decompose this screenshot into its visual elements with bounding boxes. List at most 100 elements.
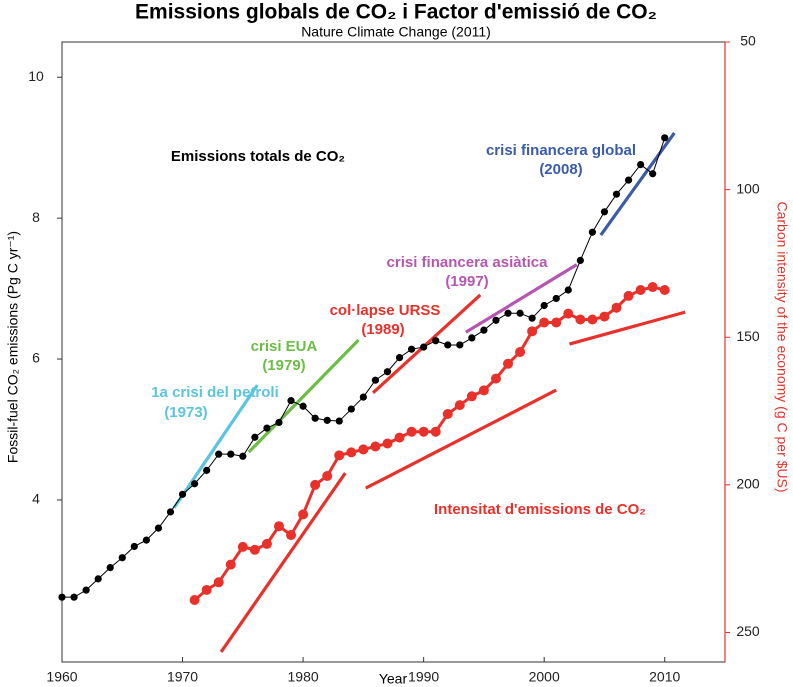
x-tick-label: 1990 xyxy=(408,669,439,685)
x-tick-label: 1970 xyxy=(167,669,198,685)
data-point xyxy=(322,471,333,481)
data-point xyxy=(623,290,634,301)
data-point xyxy=(263,424,271,432)
data-point xyxy=(504,309,512,317)
y-tick-label: 8 xyxy=(32,209,40,225)
data-point xyxy=(335,417,343,425)
data-point xyxy=(70,593,78,601)
data-point xyxy=(203,466,211,474)
data-point xyxy=(359,393,367,401)
data-point xyxy=(456,341,464,349)
data-point xyxy=(189,595,200,605)
y2-tick-label: 250 xyxy=(736,623,760,639)
data-point xyxy=(299,402,307,410)
data-point xyxy=(334,450,345,461)
data-point xyxy=(82,586,90,594)
trend-line xyxy=(247,338,360,454)
data-point xyxy=(237,541,248,552)
series-line xyxy=(62,137,666,598)
x-tick-label: 2000 xyxy=(529,669,560,685)
data-point xyxy=(647,282,658,293)
series-line xyxy=(193,285,666,602)
data-point xyxy=(552,294,560,303)
data-point xyxy=(611,302,622,313)
data-point xyxy=(492,316,500,324)
data-point xyxy=(251,433,259,441)
data-point xyxy=(225,559,236,570)
trend-line xyxy=(365,388,557,490)
data-point xyxy=(551,317,562,328)
y-tick-label: 6 xyxy=(32,350,40,366)
data-point xyxy=(539,317,550,328)
annotation: (1979) xyxy=(262,357,305,374)
data-point xyxy=(442,409,453,419)
data-point xyxy=(215,450,223,458)
data-point xyxy=(142,536,150,544)
data-point xyxy=(444,341,452,349)
y2-tick-label: 100 xyxy=(736,180,760,196)
data-point xyxy=(130,542,138,551)
data-point xyxy=(516,309,524,317)
data-point xyxy=(637,160,645,169)
data-point xyxy=(178,490,187,498)
annotation: (1973) xyxy=(164,404,207,421)
annotation: (1989) xyxy=(361,321,404,338)
data-point xyxy=(430,426,441,437)
data-point xyxy=(454,400,465,411)
data-point xyxy=(624,176,633,184)
data-point xyxy=(599,311,610,322)
data-point xyxy=(347,405,355,413)
trend-line xyxy=(569,310,686,346)
data-point xyxy=(118,554,126,562)
data-point xyxy=(478,385,489,396)
data-point xyxy=(298,509,309,520)
y2-tick-label: 200 xyxy=(736,476,760,492)
data-point xyxy=(600,208,609,216)
annotation: (1997) xyxy=(445,273,488,290)
annotation: crisi EUA xyxy=(251,338,318,355)
data-point xyxy=(287,397,295,405)
data-point xyxy=(563,308,574,319)
data-point xyxy=(661,134,669,142)
data-point xyxy=(612,190,621,198)
data-point xyxy=(394,432,405,443)
y2-tick-label: 150 xyxy=(736,328,760,344)
data-point xyxy=(239,452,247,460)
trend-line xyxy=(172,384,259,509)
data-point xyxy=(154,524,163,532)
x-tick-label: 1960 xyxy=(46,669,77,685)
data-point xyxy=(503,358,514,369)
data-point xyxy=(273,521,284,532)
data-point xyxy=(575,314,586,325)
x-tick-label: 2010 xyxy=(649,669,680,685)
x-axis-label: Year xyxy=(379,671,408,687)
data-point xyxy=(201,584,212,595)
series-label: Intensitat d'emissions de CO₂ xyxy=(434,501,646,518)
data-point xyxy=(528,314,536,322)
data-point xyxy=(106,563,114,572)
annotation: (2008) xyxy=(539,161,582,178)
data-point xyxy=(480,326,488,334)
data-point xyxy=(94,575,102,583)
trend-line xyxy=(371,293,482,395)
y-axis-label: Fossil-fuel CO₂ emissions (Pg C yr⁻¹) xyxy=(5,231,21,463)
data-point xyxy=(466,391,477,402)
data-point xyxy=(420,343,428,351)
data-point xyxy=(490,373,501,384)
data-point xyxy=(261,538,272,549)
data-point xyxy=(540,301,548,310)
data-point xyxy=(635,285,646,295)
data-point xyxy=(346,447,357,458)
data-point xyxy=(382,438,393,449)
annotation: 1a crisi del petroli xyxy=(151,384,279,401)
data-point xyxy=(371,376,380,384)
y-tick-label: 4 xyxy=(32,491,40,507)
data-point xyxy=(588,228,597,236)
data-point xyxy=(527,326,538,337)
data-point xyxy=(166,508,175,516)
series-label: Emissions totals de CO₂ xyxy=(171,148,345,165)
plot-frame xyxy=(61,41,726,663)
data-point xyxy=(370,441,381,452)
